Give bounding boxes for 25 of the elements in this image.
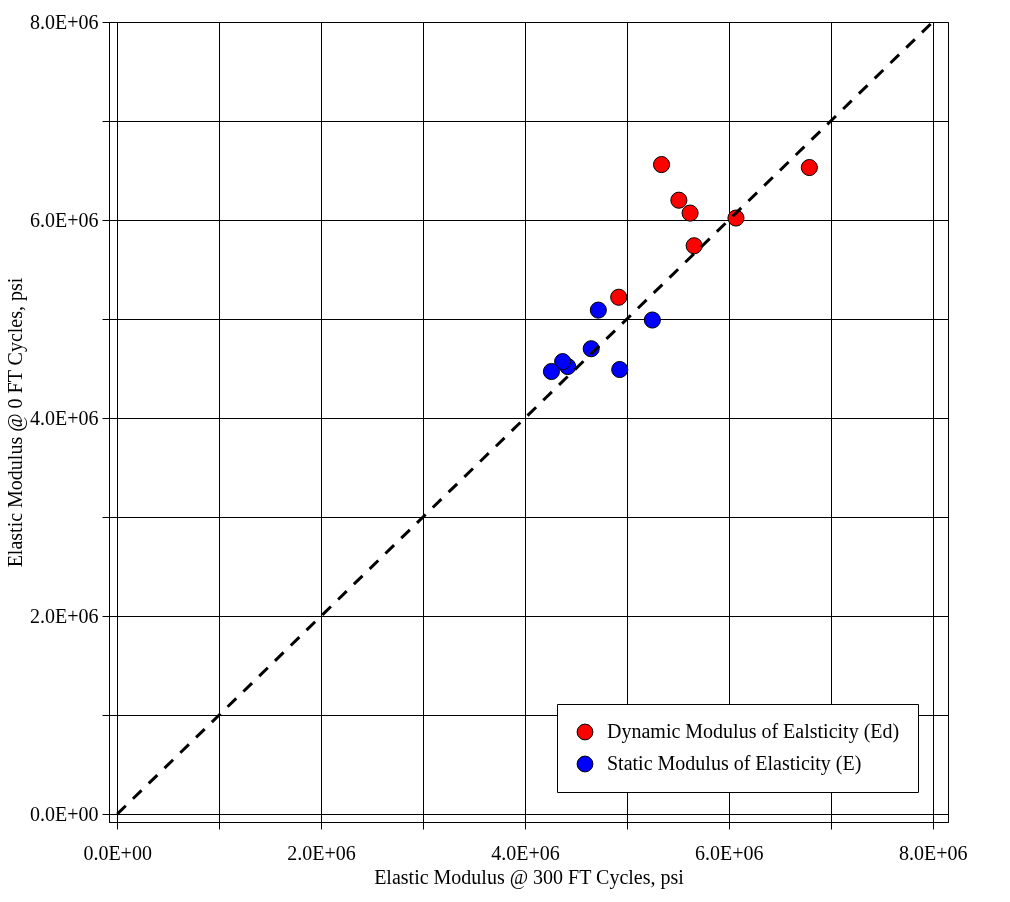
x-tick-label: 8.0E+06 <box>898 841 968 864</box>
point <box>589 301 607 319</box>
y-tick-label: 0.0E+00 <box>30 802 99 825</box>
y-tick-label: 6.0E+06 <box>30 208 99 231</box>
y-axis-title: Elastic Modulus @ 0 FT Cycles, psi <box>4 277 27 568</box>
y-tick-label: 4.0E+06 <box>30 406 99 429</box>
point <box>685 237 703 255</box>
point <box>652 156 671 174</box>
point <box>554 353 572 371</box>
point <box>611 360 629 379</box>
x-tick-label: 6.0E+06 <box>695 841 764 864</box>
point <box>670 191 688 209</box>
point <box>643 311 661 329</box>
legend-label: Dynamic Modulus of Ealsticity (Ed) <box>607 720 900 743</box>
x-tick-label: 2.0E+06 <box>287 841 356 864</box>
y-tick-label: 8.0E+06 <box>30 10 99 33</box>
x-axis-title: Elastic Modulus @ 300 FT Cycles, psi <box>374 865 685 889</box>
legend-label: Static Modulus of Elasticity (E) <box>607 752 862 775</box>
point <box>800 159 818 177</box>
x-tick-label: 0.0E+00 <box>83 841 152 864</box>
point <box>681 204 699 222</box>
x-tick-label: 4.0E+06 <box>491 841 560 864</box>
point <box>610 288 628 306</box>
point <box>542 362 560 381</box>
y-tick-label: 2.0E+06 <box>30 604 99 627</box>
